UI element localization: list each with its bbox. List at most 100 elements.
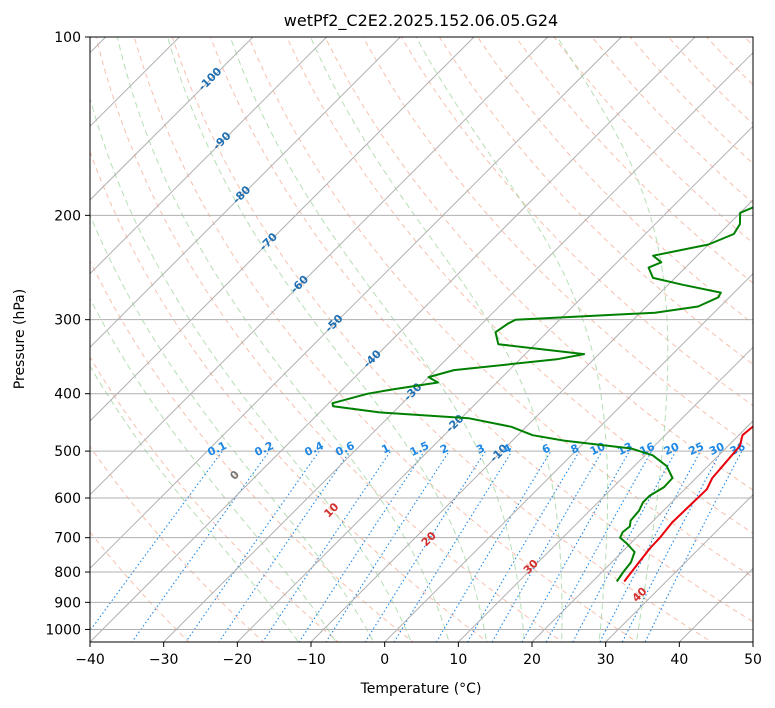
y-tick-label: 100 [54,30,81,46]
dry-adiabat-line [133,37,638,642]
dry-adiabat-line [95,37,564,642]
moist-adiabat-line [90,213,375,642]
isotherm-gridline [752,641,753,642]
isotherm-label: -70 [257,230,280,253]
mixing-ratio-label: 30 [707,440,727,458]
background-reference-lines [90,37,753,642]
x-tick-label: 50 [744,652,762,668]
mixing-ratio-label: 10 [588,440,608,458]
mixing-ratio-label: 6 [540,441,553,456]
isotherm-gridline [310,199,753,642]
dewpoint-profile-line [331,206,753,583]
dry-adiabat-line [90,150,489,642]
isotherm-gridline [457,346,753,642]
x-tick-label: 30 [597,652,615,668]
y-axis: 1000 900 800 700 600 500 400 300 200 100 [45,30,90,638]
mixing-ratio-line [435,450,552,642]
isotherm-gridline [90,37,696,642]
isotherm-gridline [90,37,622,570]
dry-adiabat-line [438,37,753,366]
dry-adiabat-line [90,259,414,642]
moist-adiabat-line [415,37,609,642]
mixing-ratio-label: 0.1 [206,439,229,459]
moist-adiabat-line [310,37,563,642]
dry-adiabat-label: 20 [419,529,439,549]
mixing-ratio-line [90,450,223,632]
dry-adiabat-line [668,37,753,125]
dry-adiabat-line [248,37,753,578]
x-tick-label: −10 [296,652,326,668]
y-tick-label: 1000 [45,622,81,638]
moist-adiabat-line [90,297,337,642]
mixing-ratio-line [218,450,351,642]
mixing-ratio-line [393,450,513,642]
mixing-ratio-line [364,450,486,642]
temperature-profile-line [623,425,753,583]
mixing-ratio-label: 1.5 [408,439,431,459]
moist-adiabat-line [167,37,488,642]
mixing-ratio-label: 1 [380,442,392,457]
y-tick-label: 300 [54,313,81,329]
dry-adiabat-line [90,445,265,642]
isotherm-gridline [605,493,753,642]
x-axis: −40 −30 −20 −10 0 10 20 30 40 50 [75,642,762,668]
y-tick-label: 900 [54,595,81,611]
dry-adiabat-line [706,37,753,86]
moist-adiabat-line [556,37,669,642]
mixing-ratio-label: 2 [438,442,450,457]
x-axis-label: Temperature (°C) [360,681,482,697]
dry-adiabat-line [477,37,753,325]
x-tick-label: 40 [670,652,688,668]
dry-adiabat-line [400,37,753,407]
mixing-ratio-label: 25 [687,440,706,458]
dry-adiabat-line [744,37,753,47]
plot-frame [89,36,754,643]
dry-adiabat-line [90,531,190,642]
dry-adiabat-label: 0 [227,468,242,483]
mixing-ratio-line [298,450,425,642]
x-tick-label: −30 [149,652,179,668]
moist-adiabat-line [116,37,450,642]
isotherm-gridline [90,37,254,201]
mixing-ratio-label: 3 [474,442,486,457]
mixing-ratio-label: 16 [638,440,658,458]
mixing-ratio-label: 0.6 [333,439,356,459]
dry-adiabat-line [515,37,753,284]
dry-adiabat-label: 40 [630,584,650,604]
x-tick-label: 20 [523,652,541,668]
mixing-ratio-line [131,450,270,642]
isotherm-label: -60 [288,273,311,296]
dry-adiabat-line [210,37,753,623]
mixing-ratio-line [466,450,580,642]
mixing-ratio-label: 20 [662,440,682,458]
isotherm-gridline [163,51,753,642]
isotherm-gridline [90,37,328,275]
mixing-ratio-line [521,450,630,642]
moist-adiabat-line [90,365,300,642]
x-tick-label: −40 [75,652,105,668]
isotherm-label: -20 [443,412,466,435]
mixing-ratio-label: 0.2 [253,439,276,459]
moist-adiabat-line [229,37,525,642]
moist-adiabat-line [90,96,412,642]
mixing-ratio-label: 13 [615,440,634,458]
isotherm-gridline [90,37,475,422]
isotherm-gridline [384,272,753,642]
mixing-ratio-line [185,450,320,642]
dry-adiabat-line [324,37,753,491]
dry-adiabat-line [171,37,713,642]
dry-adiabat-label: 30 [521,557,541,577]
isotherm-label: -50 [322,312,345,335]
y-tick-label: 500 [54,444,81,460]
x-tick-label: 0 [380,652,389,668]
y-tick-label: 400 [54,387,81,403]
y-tick-label: 600 [54,491,81,507]
x-tick-label: −20 [223,652,253,668]
mixing-ratio-line [572,450,677,642]
mixing-ratio-line [599,450,701,642]
isotherm-gridline [678,567,753,642]
isotherm-gridline [531,420,753,642]
dry-adiabat-line [90,356,339,642]
isotherm-gridline [90,37,549,496]
